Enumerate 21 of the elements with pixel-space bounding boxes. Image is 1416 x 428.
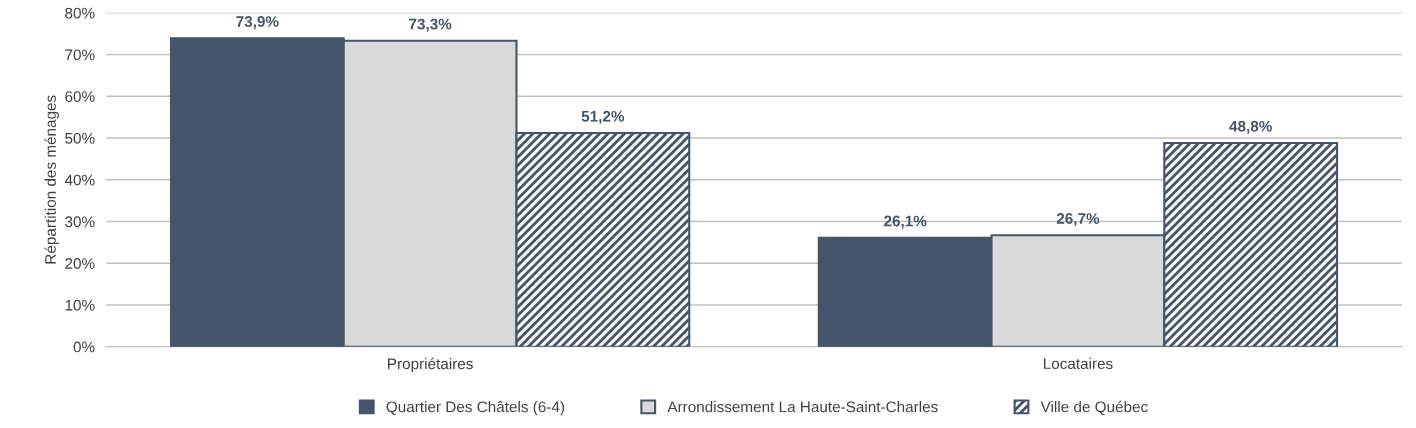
y-tick-label: 20%: [65, 258, 95, 269]
data-label: 51,2%: [581, 110, 625, 124]
y-tick-label: 40%: [64, 174, 95, 186]
y-axis-title: Répartition des ménages: [44, 95, 59, 264]
legend-label: Arrondissement La Haute-Saint-Charles: [667, 401, 938, 413]
x-tick-label: Locataires: [1043, 357, 1113, 370]
y-tick-label: 50%: [65, 132, 95, 144]
x-tick-label: Propriétaires: [388, 357, 473, 373]
data-label: 26,7%: [1056, 213, 1100, 227]
data-label: 73,3%: [409, 18, 452, 32]
y-tick-label: 70%: [65, 49, 95, 61]
data-label: 26,1%: [884, 215, 927, 229]
y-tick-label: 30%: [65, 216, 95, 228]
data-label: 73,9%: [236, 16, 279, 30]
y-tick-label: 80%: [65, 7, 95, 19]
legend-label: Ville de Québec: [1040, 400, 1148, 415]
y-tick-label: 60%: [65, 91, 95, 102]
y-tick-label: 0%: [73, 341, 95, 353]
y-tick-label: 10%: [65, 299, 95, 311]
data-label: 48,8%: [1229, 120, 1272, 134]
legend-label: Quartier Des Châtels (6-4): [386, 400, 565, 416]
